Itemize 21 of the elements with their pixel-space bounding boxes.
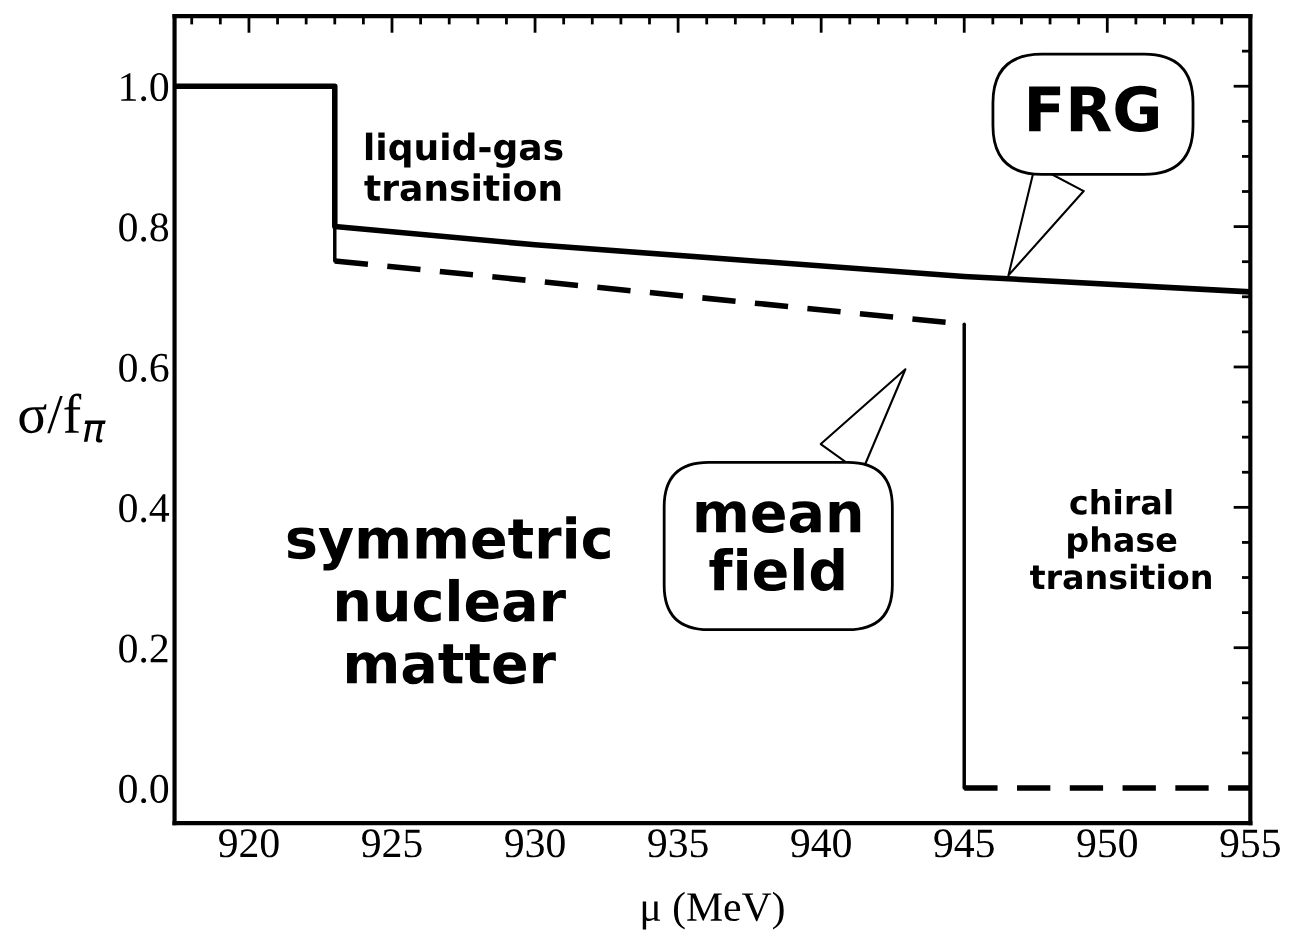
x-tick-label: 955: [1220, 829, 1280, 858]
x-tick-label: 925: [362, 829, 422, 858]
annotation: FRG: [1029, 85, 1158, 133]
annotation: symmetric nuclear matter: [287, 516, 610, 685]
x-tick-label: 940: [791, 829, 851, 858]
y-axis-title: σ/f$_{π}$: [19, 393, 106, 443]
y-tick-label: 0.8: [119, 213, 169, 242]
y-tick-label: 0.0: [119, 774, 169, 804]
y-tick-label: 0.6: [119, 353, 169, 383]
y-tick-label: 0.2: [119, 634, 168, 663]
y-tick-label: 1.0: [121, 72, 169, 102]
x-tick-label: 930: [505, 829, 565, 858]
x-axis-title: μ (MeV): [642, 891, 784, 930]
x-tick-label: 950: [1077, 829, 1137, 858]
annotation: liquid-gas transition: [364, 132, 563, 202]
x-tick-label: 920: [219, 829, 279, 858]
annotation: mean field: [696, 501, 861, 592]
y-tick-label: 0.4: [119, 494, 170, 523]
x-tick-label: 935: [648, 829, 708, 858]
x-tick-label: 945: [934, 829, 994, 858]
annotation: chiral phase transition: [1030, 488, 1211, 590]
